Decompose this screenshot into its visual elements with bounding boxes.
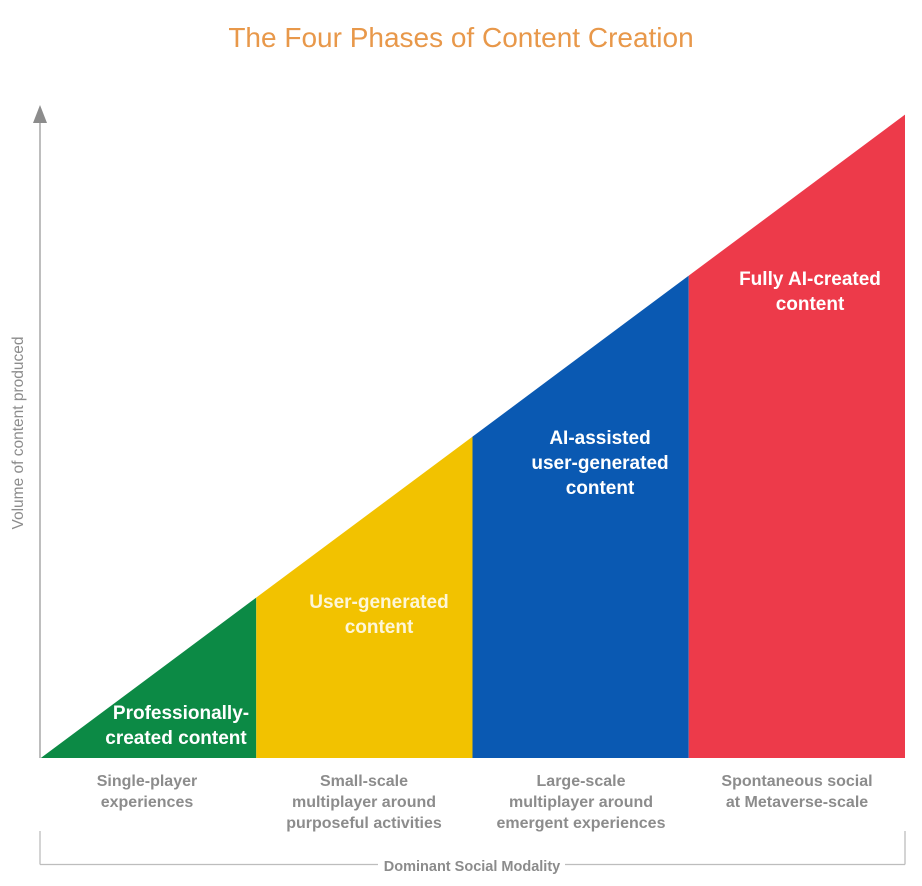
svg-text:Single-player: Single-player (97, 773, 197, 790)
svg-text:content: content (566, 478, 635, 499)
svg-text:experiences: experiences (101, 794, 194, 811)
svg-text:Dominant Social Modality: Dominant Social Modality (384, 859, 560, 875)
svg-text:AI-assisted: AI-assisted (549, 428, 650, 449)
svg-text:Fully AI-created: Fully AI-created (739, 269, 881, 290)
svg-text:Large-scale: Large-scale (537, 773, 626, 790)
svg-text:Small-scale: Small-scale (320, 773, 408, 790)
svg-text:Professionally-: Professionally- (113, 703, 249, 724)
svg-text:content: content (776, 294, 845, 315)
svg-text:purposeful activities: purposeful activities (286, 815, 442, 832)
svg-text:Volume of content produced: Volume of content produced (10, 336, 27, 529)
svg-text:User-generated: User-generated (309, 592, 448, 613)
svg-text:multiplayer around: multiplayer around (509, 794, 653, 811)
svg-text:The Four Phases of Content Cre: The Four Phases of Content Creation (228, 22, 693, 53)
svg-text:created content: created content (105, 728, 247, 749)
svg-text:user-generated: user-generated (531, 453, 668, 474)
svg-text:Spontaneous social: Spontaneous social (721, 773, 872, 790)
svg-text:at Metaverse-scale: at Metaverse-scale (726, 794, 868, 811)
svg-text:multiplayer around: multiplayer around (292, 794, 436, 811)
svg-text:emergent experiences: emergent experiences (497, 815, 666, 832)
svg-text:content: content (345, 617, 414, 638)
